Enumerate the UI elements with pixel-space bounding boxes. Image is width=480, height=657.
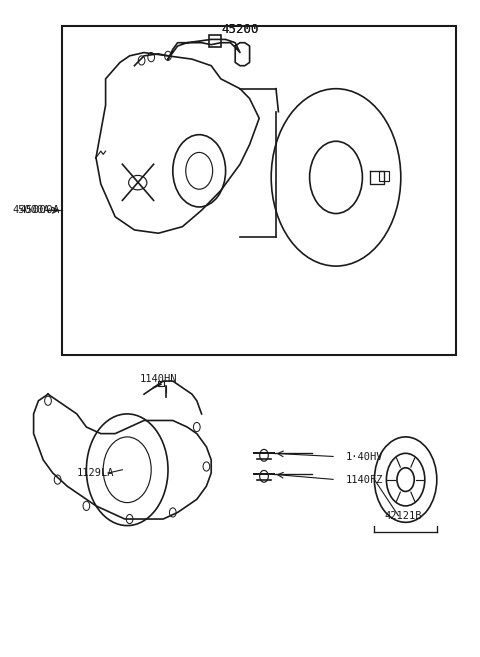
Text: 1140FZ: 1140FZ — [346, 474, 383, 485]
Text: 45200: 45200 — [221, 23, 259, 36]
Bar — [379, 171, 389, 181]
Bar — [209, 35, 221, 47]
Text: 42121B: 42121B — [384, 510, 421, 521]
Bar — [158, 381, 164, 386]
Text: 1·40HV: 1·40HV — [346, 451, 383, 462]
Text: 45000A: 45000A — [12, 205, 49, 215]
Bar — [62, 26, 456, 355]
Text: 1140HN: 1140HN — [140, 374, 177, 384]
Text: 1129LA: 1129LA — [77, 468, 114, 478]
Text: 45000A: 45000A — [19, 205, 60, 215]
Text: 45200: 45200 — [221, 23, 259, 36]
